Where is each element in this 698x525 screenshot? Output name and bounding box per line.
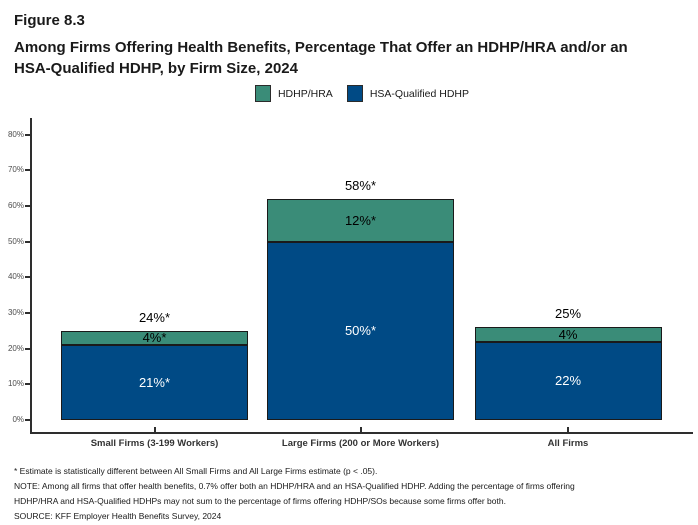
bar-segment-hsa-qualified-hdhp: 50%*: [267, 241, 454, 420]
y-axis-line: [30, 118, 32, 434]
x-tick-mark: [567, 427, 569, 432]
category-label: Large Firms (200 or More Workers): [281, 438, 440, 449]
bar-segment-hdhp-hra: 4%: [474, 326, 662, 342]
x-tick-mark: [359, 427, 362, 432]
y-tick-mark: [25, 347, 30, 350]
y-tick-mark: [25, 312, 30, 315]
footnotes: * Estimate is statistically different be…: [14, 464, 575, 524]
legend-label-hsa-qualified-hdhp: HSA-Qualified HDHP: [369, 87, 470, 100]
segment-value-label: 12%*: [344, 212, 377, 228]
segment-value-label: 50%*: [344, 323, 377, 339]
figure-title: Among Firms Offering Health Benefits, Pe…: [14, 39, 628, 77]
y-tick-mark: [25, 419, 30, 421]
y-tick-label: 30%: [7, 308, 24, 318]
footnote-note-line-1: NOTE: Among all firms that offer health …: [14, 481, 575, 491]
y-tick-label: 70%: [7, 165, 24, 175]
y-tick-label: 50%: [7, 236, 24, 246]
bar-segment-hdhp-hra: 12%*: [267, 198, 454, 242]
category-label: All Firms: [547, 438, 589, 449]
y-tick-label: 10%: [7, 379, 24, 389]
segment-value-label: 4%*: [142, 330, 167, 346]
segment-value-label: 21%*: [138, 375, 171, 391]
y-tick-mark: [25, 133, 30, 136]
bar-segment-hsa-qualified-hdhp: 22%: [474, 341, 662, 420]
x-tick-mark: [153, 427, 156, 432]
y-tick-mark: [25, 205, 30, 208]
bar-total-label: 25%: [554, 306, 582, 322]
x-axis-line: [30, 432, 693, 434]
y-tick-mark: [25, 383, 30, 386]
bar-segment-hsa-qualified-hdhp: 21%*: [61, 345, 248, 420]
segment-value-label: 22%: [554, 373, 582, 389]
bar-total-label: 58%*: [344, 177, 377, 193]
footnote-asterisk: * Estimate is statistically different be…: [14, 466, 378, 476]
legend-item-hsa-qualified-hdhp: HSA-Qualified HDHP: [346, 85, 470, 102]
figure-number: Figure 8.3: [14, 12, 85, 29]
y-tick-label: 20%: [7, 343, 24, 353]
y-tick-label: 80%: [7, 129, 24, 139]
bar-total-label: 24%*: [138, 309, 171, 325]
legend-swatch-hdhp-hra: [254, 85, 271, 102]
y-tick-label: 60%: [7, 201, 24, 211]
y-tick-label: 40%: [7, 272, 24, 282]
y-tick-mark: [25, 276, 30, 279]
segment-value-label: 4%: [558, 326, 578, 342]
footnote-note-line-2: HDHP/HRA and HSA-Qualified HDHPs may not…: [14, 496, 506, 506]
legend-swatch-hsa-qualified-hdhp: [346, 85, 363, 102]
bar-segment-hdhp-hra: 4%*: [61, 330, 248, 346]
y-tick-label: 0%: [12, 415, 24, 424]
chart-legend: HDHP/HRA HSA-Qualified HDHP: [13, 85, 698, 102]
figure-header: Figure 8.3 Among Firms Offering Health B…: [14, 12, 654, 79]
legend-item-hdhp-hra: HDHP/HRA: [254, 85, 333, 102]
footnote-source: SOURCE: KFF Employer Health Benefits Sur…: [14, 511, 222, 521]
y-tick-mark: [25, 240, 30, 243]
legend-label-hdhp-hra: HDHP/HRA: [277, 87, 333, 100]
category-label: Small Firms (3-199 Workers): [90, 438, 219, 449]
y-tick-mark: [25, 169, 30, 172]
